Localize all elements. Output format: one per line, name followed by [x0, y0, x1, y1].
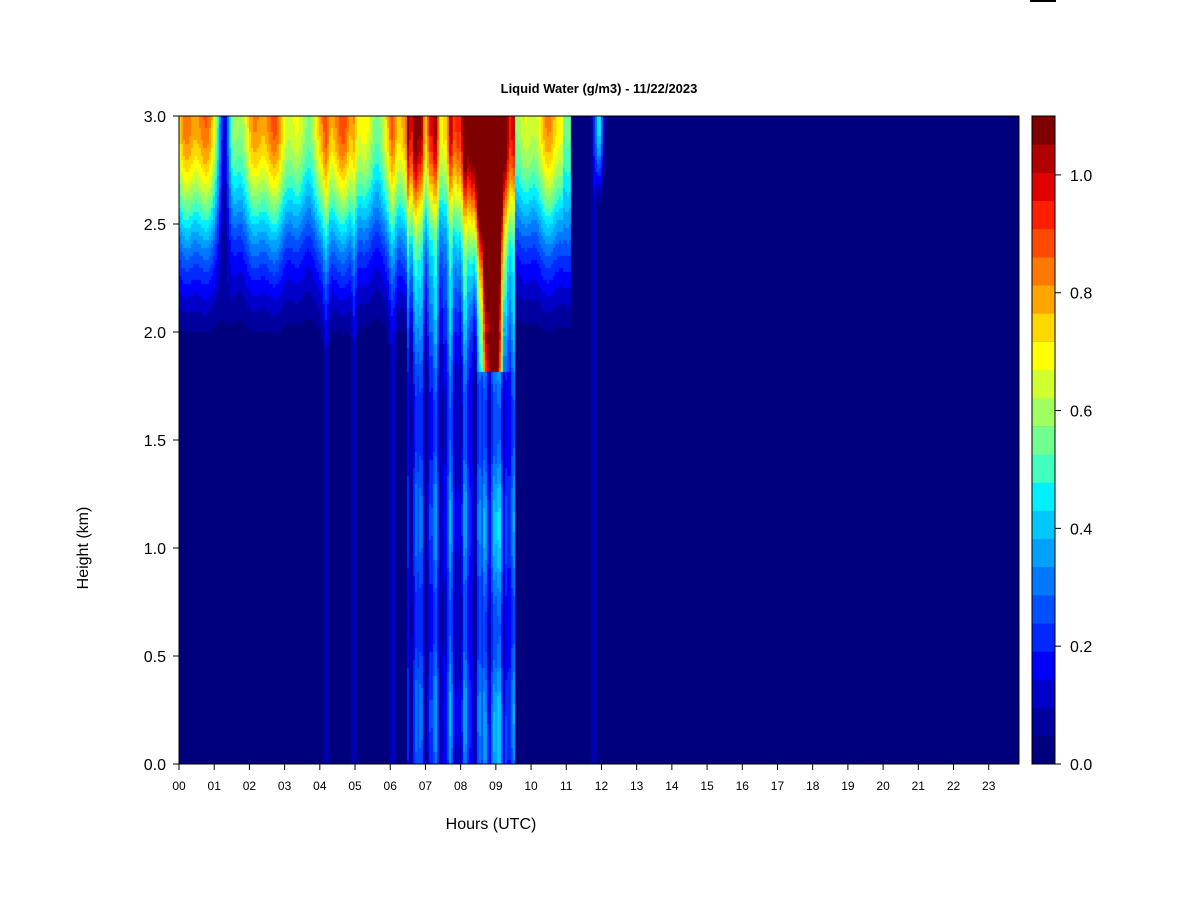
y-tick-label: 0.5: [144, 649, 166, 666]
x-tick-label: 02: [243, 779, 257, 793]
colorbar-segment: [1032, 538, 1055, 568]
x-tick-label: 06: [384, 779, 398, 793]
chart-title: Liquid Water (g/m3) - 11/22/2023: [501, 81, 698, 96]
x-tick-label: 03: [278, 779, 292, 793]
colorbar-segment: [1032, 397, 1055, 427]
colorbar-segment: [1032, 651, 1055, 680]
x-tick-label: 04: [313, 779, 327, 793]
x-tick-label: 08: [454, 779, 468, 793]
x-tick-label: 07: [419, 779, 433, 793]
y-tick-label: 2.5: [144, 217, 166, 234]
y-tick-label: 0.0: [144, 757, 166, 774]
y-tick-label: 1.5: [144, 433, 166, 450]
colorbar-tick-label: 1.0: [1070, 168, 1092, 185]
x-tick-label: 10: [524, 779, 538, 793]
colorbar-tick-label: 0.4: [1070, 521, 1092, 538]
x-tick-label: 18: [806, 779, 820, 793]
colorbar-tick-label: 0.2: [1070, 639, 1092, 656]
x-tick-label: 13: [630, 779, 644, 793]
colorbar-segment: [1032, 623, 1055, 652]
y-axis: 0.0 0.5 1.0 1.5 2.0 2.5 3.0: [144, 109, 179, 774]
colorbar-tick-label: 0.0: [1070, 757, 1092, 774]
colorbar-segment: [1032, 256, 1055, 286]
x-tick-label: 22: [947, 779, 961, 793]
heatmap-field: [179, 116, 1019, 764]
colorbar-segment: [1032, 566, 1055, 596]
colorbar-segment: [1032, 454, 1055, 483]
x-axis: 00 01 02 03 04 05 06 07 08 09 10 11 12 13 14 15 16 17 18 19…: [172, 764, 996, 793]
colorbar-frame: [1031, 115, 1056, 765]
x-tick-label: 15: [700, 779, 714, 793]
y-tick-label: 3.0: [144, 109, 166, 126]
colorbar-segment: [1032, 116, 1055, 145]
x-tick-label: 01: [208, 779, 222, 793]
colorbar-segment: [1032, 735, 1055, 765]
x-tick-label: 14: [665, 779, 679, 793]
x-tick-label: 11: [560, 779, 573, 793]
y-tick-label: 2.0: [144, 325, 166, 342]
x-tick-label: 09: [489, 779, 503, 793]
x-tick-label: 12: [595, 779, 609, 793]
colorbar-tick-label: 0.6: [1070, 404, 1092, 421]
heatmap-image: [179, 116, 1019, 764]
colorbar-segment: [1032, 482, 1055, 511]
colorbar-segment: [1032, 200, 1055, 230]
colorbar-segment: [1032, 313, 1055, 342]
x-tick-label: 23: [982, 779, 996, 793]
x-tick-label: 17: [771, 779, 785, 793]
corner-mark: [1030, 0, 1056, 2]
colorbar-segment: [1032, 369, 1055, 399]
colorbar-segment: [1032, 228, 1055, 258]
y-axis-label: Height (km): [75, 507, 92, 590]
x-tick-label: 05: [348, 779, 362, 793]
x-tick-label: 19: [841, 779, 855, 793]
x-axis-label: Hours (UTC): [446, 816, 537, 833]
y-tick-label: 1.0: [144, 541, 166, 558]
x-tick-label: 00: [172, 779, 186, 793]
colorbar-segment: [1032, 679, 1055, 709]
colorbar-segment: [1032, 285, 1055, 314]
colorbar-segment: [1032, 425, 1055, 455]
x-tick-label: 21: [912, 779, 926, 793]
colorbar-segment: [1032, 144, 1055, 173]
x-tick-label: 20: [876, 779, 890, 793]
colorbar-segment: [1032, 172, 1055, 202]
x-tick-label: 16: [736, 779, 750, 793]
colorbar: 0.0 0.2 0.4 0.6 0.8 1.0: [1031, 115, 1092, 774]
colorbar-segment: [1032, 707, 1055, 737]
colorbar-segment: [1032, 594, 1055, 624]
colorbar-tick-label: 0.8: [1070, 286, 1092, 303]
colorbar-segment: [1032, 510, 1055, 540]
colorbar-segment: [1032, 341, 1055, 371]
